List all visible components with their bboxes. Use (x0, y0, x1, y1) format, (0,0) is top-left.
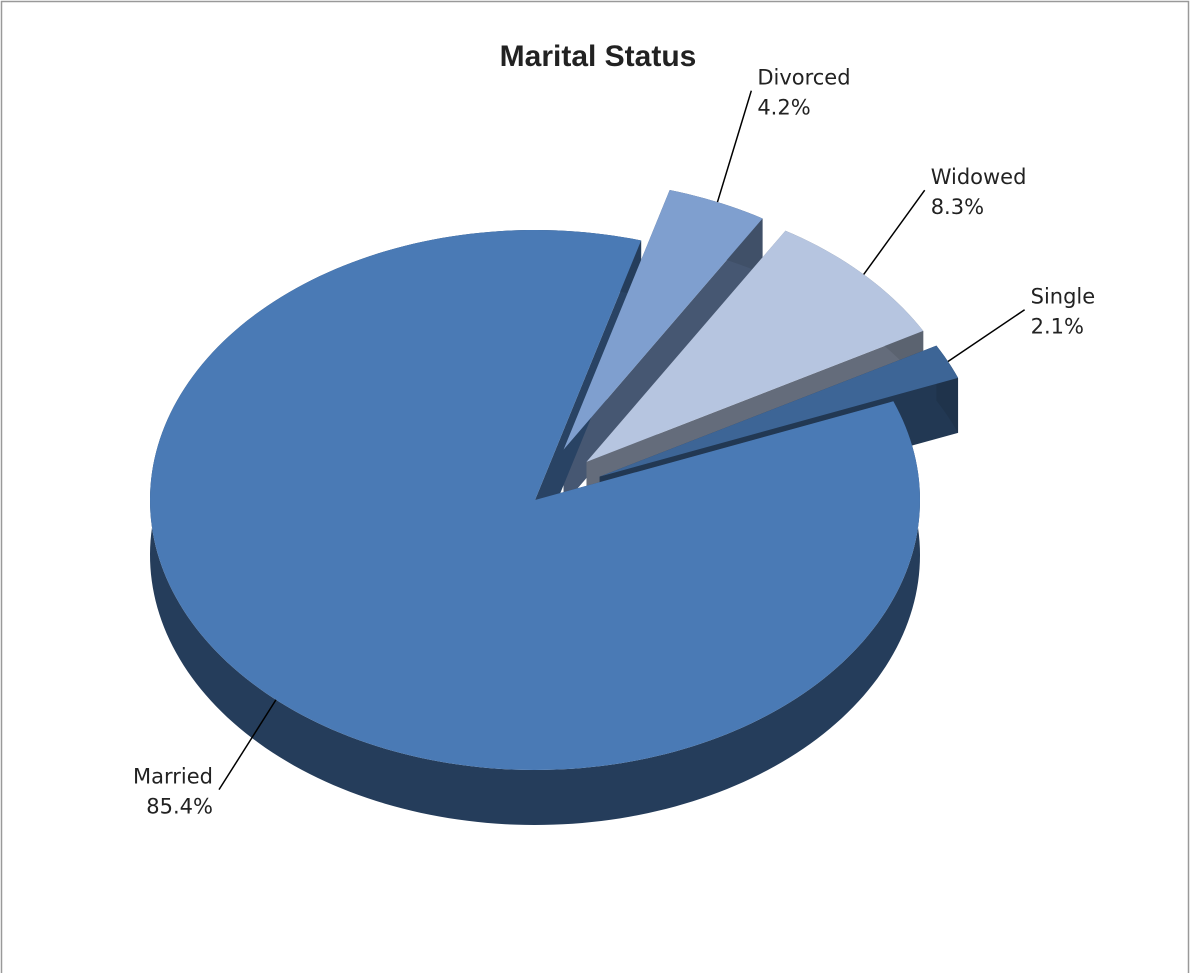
value-label: 4.2% (757, 96, 810, 120)
slice (586, 230, 924, 462)
leader-line (716, 90, 753, 203)
category-label: Single (1031, 285, 1096, 309)
chart-title: Marital Status (500, 40, 697, 73)
category-label: Married (133, 765, 213, 789)
value-label: 2.1% (1031, 315, 1084, 339)
leader-line (218, 699, 277, 791)
labels: Divorced 4.2% Widowed 8.3% Single 2.1% Married… (133, 66, 1095, 819)
leader-line (947, 309, 1026, 363)
slice (599, 345, 959, 477)
value-label: 85.4% (146, 795, 213, 819)
slice (563, 190, 763, 450)
slice-tops (150, 190, 959, 770)
leader-line (863, 189, 926, 275)
value-label: 8.3% (931, 195, 984, 219)
category-label: Divorced (757, 66, 850, 90)
slice (150, 230, 921, 770)
category-label: Widowed (931, 165, 1027, 189)
